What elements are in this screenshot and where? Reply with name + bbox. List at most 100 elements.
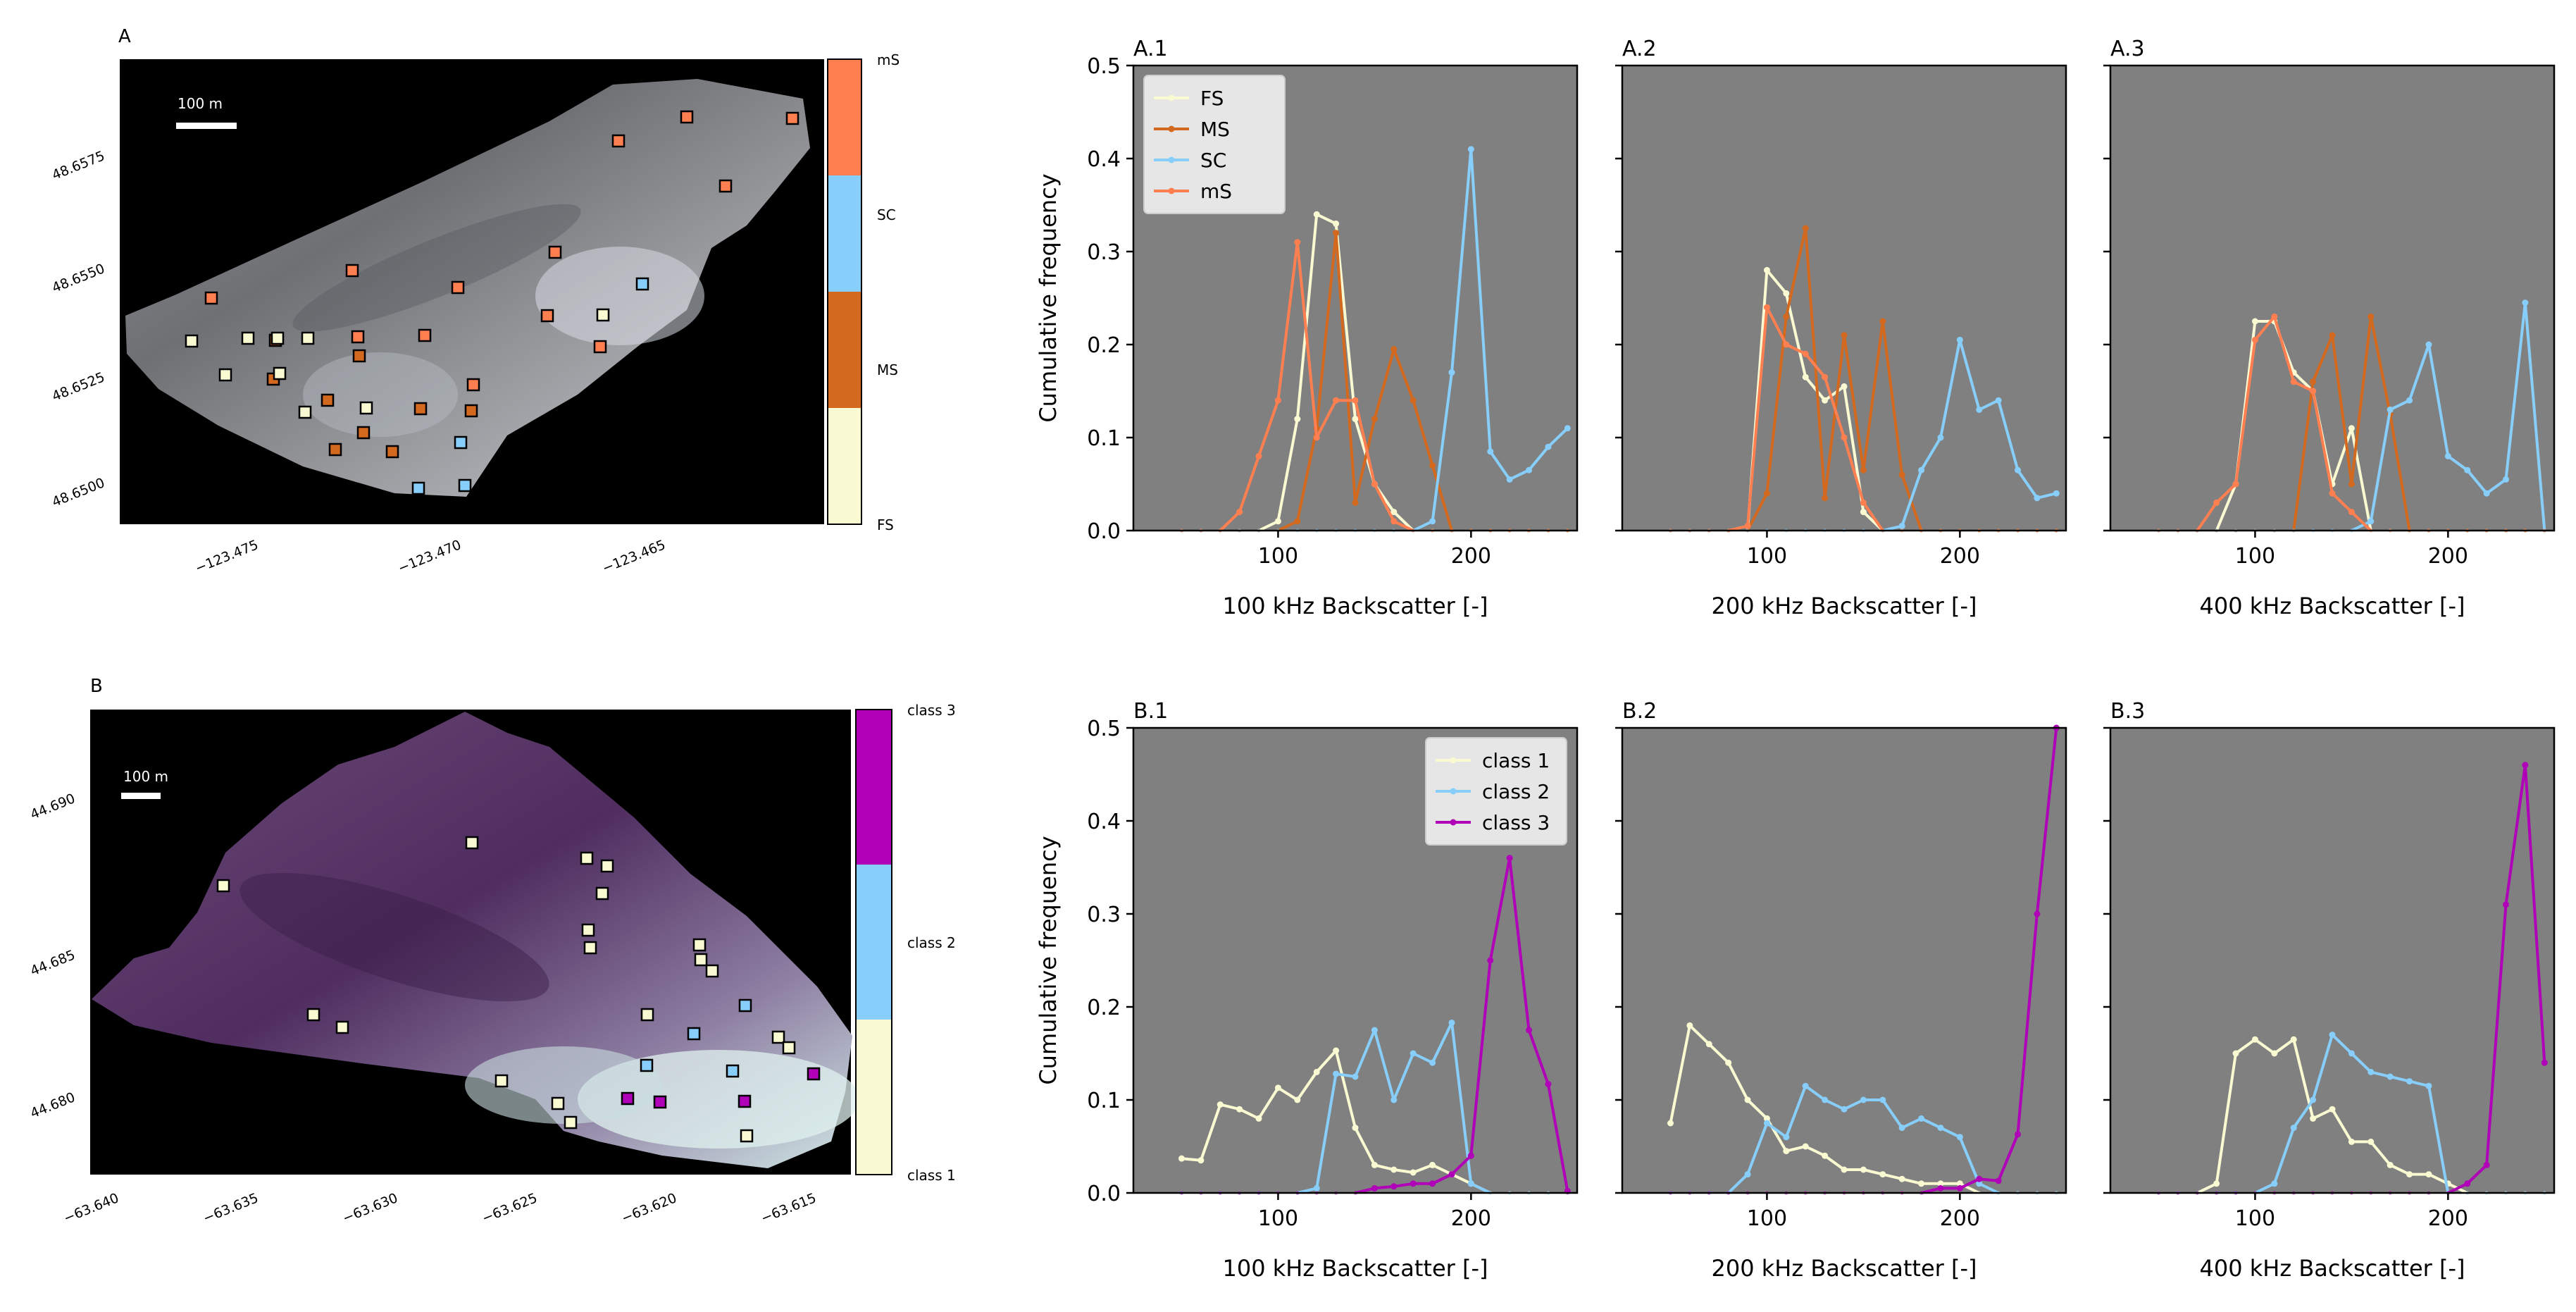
sample-marker [680,110,694,124]
legend: FS MS SC mS [1143,75,1286,214]
data-point [1197,1157,1205,1164]
data-point [1371,1161,1378,1168]
sample-marker [185,334,199,348]
x-axis-label: 100 kHz Backscatter [-] [1223,1255,1488,1282]
data-point [1822,373,1829,380]
data-point [1352,416,1359,423]
y-tick-label: 0.0 [1087,519,1121,544]
colorbar-a-ms-small [828,59,861,175]
data-point [1274,518,1281,525]
data-point [1744,522,1751,529]
data-point [1487,448,1494,455]
data-point [1879,1096,1886,1103]
sample-marker [385,445,399,459]
data-point [1313,1184,1320,1192]
data-point [2015,1131,2022,1138]
data-point [2464,466,2471,474]
data-point [1841,1106,1848,1113]
sample-marker [640,1058,654,1072]
sample-marker [687,1027,701,1041]
data-point [1371,1184,1378,1192]
data-point [1783,313,1790,320]
plot-frame [2109,726,2556,1194]
legend-marker [1168,94,1175,101]
map-a-ytick: 48.6500 [50,475,107,510]
map-a-scalebar-label: 100 m [178,95,223,112]
colorbar-b-class2 [856,865,892,1020]
data-point [1294,416,1301,423]
map-a-bright-patch [535,247,704,345]
plot-frame [1132,64,1579,532]
data-point [1526,1027,1533,1034]
series-line [2196,315,2372,532]
sample-marker [740,1129,754,1143]
colorbar-b-class3 [856,710,892,865]
data-point [2387,1073,2394,1080]
sample-marker [807,1067,821,1081]
data-point [1410,1050,1417,1057]
data-point [2271,313,2278,320]
data-point [1274,1084,1281,1091]
chart-panel-b-2: B.2 100 200 200 kHz Backscatter [-] [1615,699,2067,1282]
data-point [1410,1169,1417,1176]
data-point [2348,1138,2355,1145]
data-point [1429,518,1436,525]
data-point [1860,1096,1867,1103]
colorbar-a-label: mS [877,51,900,68]
x-axis-label: 200 kHz Backscatter [-] [1712,593,1977,619]
data-point [2213,1180,2220,1187]
data-point [1352,397,1359,404]
data-point [1429,1059,1436,1066]
sample-marker [204,291,218,305]
data-point [2464,1180,2471,1187]
data-point [2213,499,2220,506]
map-b-dark-band [239,872,549,1002]
y-tick-label: 0.2 [1087,333,1121,358]
map-b-xtick: −63.635 [201,1190,261,1226]
map-a-ytick: 48.6525 [50,369,107,404]
data-point [1487,957,1494,964]
data-point [2251,318,2258,325]
data-point [1822,397,1829,404]
y-tick-label: 0.1 [1087,426,1121,451]
legend-label: MS [1200,118,1230,141]
sample-marker [465,836,479,850]
sample-marker [600,859,614,873]
data-point [2522,762,2529,769]
data-point [1898,471,1905,478]
series-line [1882,338,2057,532]
y-tick-label: 0.3 [1087,240,1121,265]
data-point [1371,481,1378,488]
data-point [1313,434,1320,441]
legend-marker [1450,757,1457,764]
map-b-bright-patch [465,1046,662,1124]
data-point [1822,495,1829,502]
sample-marker [692,938,707,952]
x-axis-label: 200 kHz Backscatter [-] [1712,1255,1977,1282]
sample-marker [359,401,373,415]
data-point [2329,1106,2336,1113]
data-point [1802,373,1809,380]
data-point [2367,1068,2375,1075]
sample-marker [270,331,285,345]
data-point [2015,466,2022,474]
data-point [1841,332,1848,339]
legend-label: class 3 [1482,811,1550,834]
x-tick-label: 200 [1451,544,1491,569]
y-axis-label: Cumulative frequency [1035,836,1062,1084]
legend-marker [1168,156,1175,163]
data-point [1545,443,1552,450]
colorbar-a-sc [828,175,861,292]
sample-marker [738,998,752,1013]
map-a-ytick: 48.6550 [50,261,107,296]
data-point [1467,1180,1474,1187]
data-point [1333,230,1340,237]
data-point [1448,1019,1455,1026]
map-b-xtick: −63.615 [759,1190,819,1226]
data-point [1313,211,1320,218]
data-point [2034,910,2041,917]
data-point [1918,1180,1925,1187]
map-a-dark-band [292,204,581,332]
data-point [2271,1050,2278,1057]
x-tick-label: 100 [1258,1206,1298,1231]
